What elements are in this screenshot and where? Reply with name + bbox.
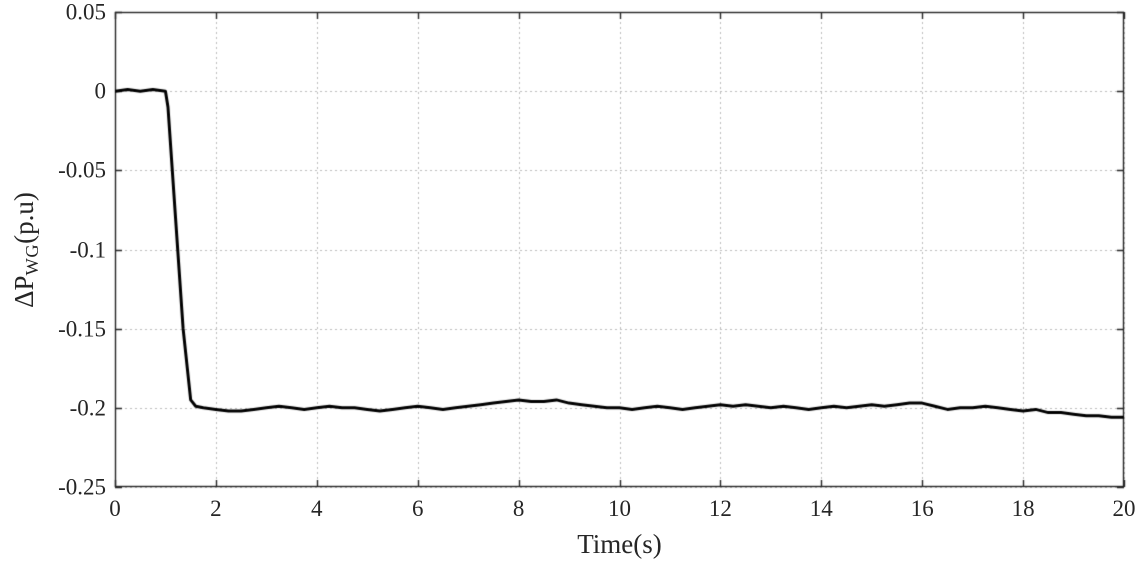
x-tick-label: 6	[411, 496, 424, 521]
y-axis-label-suffix: (p.u)	[9, 191, 40, 244]
x-tick-label: 2	[210, 496, 222, 521]
y-tick-label: 0.05	[65, 0, 106, 25]
x-axis-label: Time(s)	[577, 529, 662, 559]
y-tick-label: 0	[94, 78, 107, 104]
y-tick-label: -0.15	[58, 316, 106, 342]
x-tick-label: 12	[708, 496, 732, 521]
y-tick-label: -0.1	[69, 237, 106, 262]
x-tick-label: 20	[1112, 496, 1136, 521]
x-tick-label: 8	[512, 496, 525, 521]
x-tick-label: 18	[1011, 496, 1035, 521]
x-tick-label: 16	[910, 496, 934, 521]
y-tick-label: -0.25	[58, 474, 106, 500]
y-axis-label-subscript: WG	[21, 243, 42, 275]
y-axis-label: ΔPWG(p.u)	[9, 192, 43, 308]
x-tick-label: 4	[311, 496, 323, 521]
y-tick-label: -0.05	[58, 157, 106, 183]
y-axis-label-prefix: ΔP	[9, 274, 40, 308]
x-tick-label: 10	[608, 496, 631, 521]
x-tick-label: 14	[809, 496, 833, 521]
x-tick-label: 0	[109, 496, 121, 521]
y-tick-label: -0.2	[69, 395, 106, 421]
